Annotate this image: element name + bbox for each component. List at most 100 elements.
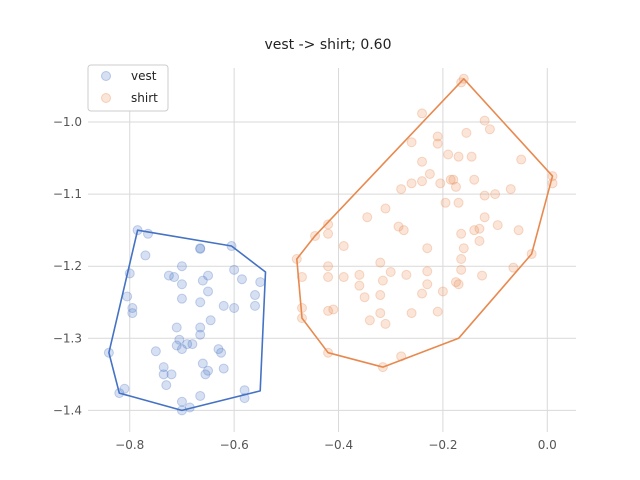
scatter-point-shirt <box>424 168 435 179</box>
tick-labels: −0.8 −0.6 −0.4 −0.2 0.0 −1.4 −1.3 −1.2 −1.1 −1.0 <box>53 115 557 452</box>
scatter-point-vest <box>182 339 193 350</box>
hull-line-shirt <box>295 78 554 368</box>
x-tick-label: −0.2 <box>428 438 457 452</box>
hull-line-vest <box>108 229 267 412</box>
scatter-point-vest <box>169 272 180 283</box>
y-tick-label: −1.2 <box>53 259 82 273</box>
chart-title: vest -> shirt; 0.60 <box>264 37 391 53</box>
scatter-point-shirt <box>450 277 461 288</box>
series-vest <box>103 225 267 416</box>
scatter-point-shirt <box>406 178 417 189</box>
scatter-point-shirt <box>375 257 386 268</box>
scatter-point-vest <box>229 264 240 275</box>
scatter-point-vest <box>176 293 187 304</box>
legend: vest shirt <box>87 64 169 112</box>
scatter-point-shirt <box>479 115 490 126</box>
scatter-point-vest <box>171 340 182 351</box>
scatter-point-vest <box>203 270 214 281</box>
scatter-point-vest <box>150 346 161 357</box>
scatter-point-shirt <box>479 190 490 201</box>
scatter-point-vest <box>158 362 169 373</box>
scatter-point-shirt <box>516 154 527 165</box>
scatter-point-shirt <box>398 225 409 236</box>
scatter-point-shirt <box>450 181 461 192</box>
legend-label-vest: vest <box>131 69 157 83</box>
grid <box>88 68 576 432</box>
legend-marker-vest <box>101 71 111 81</box>
scatter-point-shirt <box>461 127 472 138</box>
scatter-point-shirt <box>443 149 454 160</box>
scatter-point-vest <box>140 250 151 261</box>
scatter-point-shirt <box>417 288 428 299</box>
scatter-point-shirt <box>422 243 433 254</box>
scatter-point-shirt <box>445 174 456 185</box>
scatter-point-shirt <box>406 137 417 148</box>
scatter-point-vest <box>187 339 198 350</box>
scatter-point-vest <box>213 344 224 355</box>
scatter-point-vest <box>127 308 138 319</box>
scatter-point-shirt <box>466 151 477 162</box>
scatter-point-vest <box>195 390 206 401</box>
scatter-point-shirt <box>505 184 516 195</box>
scatter-point-shirt <box>323 305 334 316</box>
scatter-point-shirt <box>453 197 464 208</box>
scatter-point-shirt <box>508 262 519 273</box>
scatter-point-shirt <box>422 266 433 277</box>
scatter-point-shirt <box>396 184 407 195</box>
scatter-point-shirt <box>474 223 485 234</box>
scatter-point-shirt <box>323 261 334 272</box>
legend-marker-shirt <box>101 93 111 103</box>
scatter-point-shirt <box>375 308 386 319</box>
scatter-point-vest <box>122 291 133 302</box>
scatter-point-shirt <box>456 254 467 265</box>
scatter-point-shirt <box>417 156 428 167</box>
scatter-point-vest <box>236 274 247 285</box>
scatter-point-vest <box>174 334 185 345</box>
scatter-point-shirt <box>323 272 334 283</box>
scatter-point-shirt <box>362 212 373 223</box>
scatter-point-vest <box>119 383 130 394</box>
scatter-point-vest <box>195 329 206 340</box>
scatter-point-vest <box>195 297 206 308</box>
scatter-point-vest <box>216 347 227 358</box>
scatter-point-shirt <box>323 219 334 230</box>
scatter-point-vest <box>163 270 174 281</box>
scatter-point-shirt <box>338 272 349 283</box>
scatter-point-vest <box>176 344 187 355</box>
scatter-point-shirt <box>469 225 480 236</box>
x-tick-label: −0.6 <box>220 438 249 452</box>
x-tick-label: −0.8 <box>115 438 144 452</box>
legend-box <box>87 64 169 112</box>
scatter-point-vest <box>250 290 261 301</box>
scatter-point-shirt <box>406 308 417 319</box>
x-tick-label: 0.0 <box>538 438 557 452</box>
scatter-point-vest <box>218 300 229 311</box>
scatter-point-vest <box>176 396 187 407</box>
scatter-point-shirt <box>492 220 503 231</box>
scatter-point-shirt <box>417 108 428 119</box>
scatter-point-shirt <box>328 304 339 315</box>
scatter-point-vest <box>203 365 214 376</box>
scatter-point-vest <box>171 322 182 333</box>
scatter-point-shirt <box>479 212 490 223</box>
scatter-point-shirt <box>484 124 495 135</box>
scatter-point-vest <box>127 303 138 314</box>
series-shirt <box>291 73 558 373</box>
scatter-point-vest <box>197 275 208 286</box>
scatter-point-shirt <box>432 131 443 142</box>
scatter-point-vest <box>176 261 187 272</box>
scatter-point-vest <box>250 300 261 311</box>
scatter-point-shirt <box>435 178 446 189</box>
scatter-point-shirt <box>323 228 334 239</box>
series-layer <box>103 73 558 416</box>
scatter-point-vest <box>158 369 169 380</box>
scatter-point-vest <box>195 322 206 333</box>
scatter-point-shirt <box>453 279 464 290</box>
scatter-point-shirt <box>364 315 375 326</box>
scatter-point-shirt <box>440 197 451 208</box>
scatter-point-shirt <box>385 266 396 277</box>
scatter-point-shirt <box>393 221 404 232</box>
scatter-point-shirt <box>338 241 349 252</box>
scatter-point-shirt <box>513 225 524 236</box>
